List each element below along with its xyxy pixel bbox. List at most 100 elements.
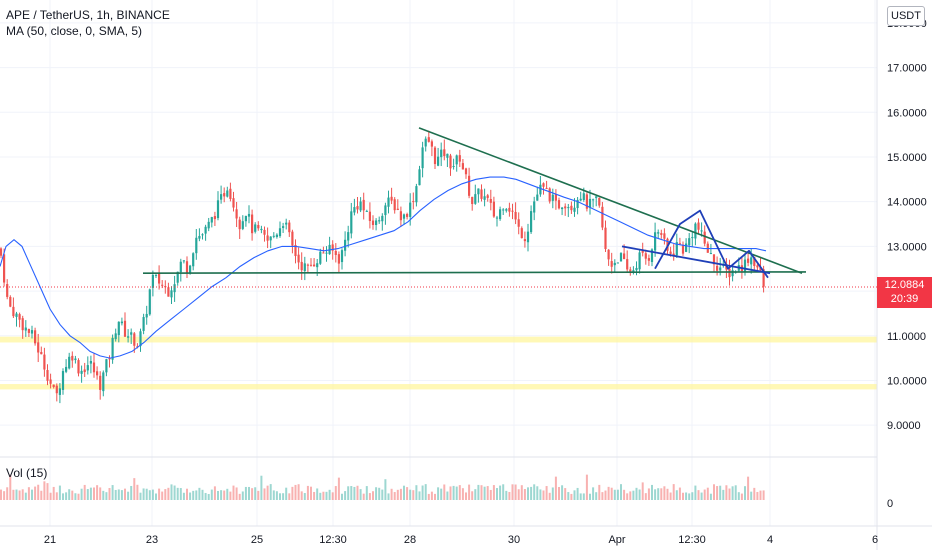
volume-bar (647, 488, 650, 500)
candle-body (433, 147, 437, 165)
volume-bar (440, 488, 443, 500)
volume-bar (58, 485, 61, 500)
time-tick-label: 30 (508, 534, 520, 546)
candle-body (55, 385, 58, 394)
volume-bar (403, 485, 405, 500)
price-tick-label: 17.0000 (887, 63, 927, 75)
volume-bar (303, 493, 306, 500)
candle-body (151, 274, 154, 288)
candle-body (204, 226, 207, 234)
volume-bar (471, 491, 474, 500)
volume-bar (461, 488, 464, 500)
volume-bar (365, 486, 368, 500)
candle-body (449, 155, 452, 169)
volume-bar (260, 475, 263, 500)
volume-bar (310, 486, 312, 500)
candle-body (130, 332, 133, 335)
candle-body (362, 199, 365, 211)
volume-bar (585, 474, 588, 500)
volume-bar (288, 493, 291, 500)
volume-bar (409, 489, 412, 500)
volume-bar (89, 487, 92, 500)
candle-body (747, 258, 750, 263)
volume-bar (427, 493, 430, 500)
candle-body (347, 232, 350, 241)
candle-body (626, 259, 629, 270)
candle-body (108, 358, 111, 360)
candle-body (3, 254, 6, 283)
volume-bar (536, 486, 539, 500)
candle-body (607, 249, 610, 260)
volume-bar (505, 490, 508, 500)
ma-legend[interactable]: MA (50, close, 0, SMA, 5) (6, 24, 143, 38)
volume-bar (368, 493, 371, 500)
candle-body (182, 260, 185, 262)
candle-body (635, 267, 638, 271)
candle-body (452, 166, 455, 168)
volume-bar (46, 483, 49, 500)
candle-body (148, 289, 151, 315)
candle-body (474, 194, 477, 204)
trend-drawings (142, 127, 807, 279)
price-scale[interactable]: 9.000010.000011.000012.000013.000014.000… (887, 18, 927, 510)
time-scale[interactable]: 21 23 25 12:30 28 30 Apr 12:30 4 6 (44, 534, 878, 546)
volume-legend[interactable]: Vol (15) (6, 466, 48, 480)
candle-body (331, 244, 334, 251)
time-tick-label: 28 (404, 534, 416, 546)
volume-bar (18, 490, 21, 500)
time-tick-label: 12:30 (319, 534, 347, 546)
candle-body (595, 196, 598, 199)
volume-bar (424, 484, 427, 500)
candle-body (623, 253, 626, 260)
candle-body (21, 318, 24, 331)
candle-body (526, 231, 530, 243)
volume-bar (117, 489, 120, 500)
volume-bar (685, 492, 688, 500)
volume-bar (334, 486, 337, 500)
candle-body (139, 331, 142, 347)
volume-bar (217, 490, 219, 500)
candle-body (195, 237, 198, 254)
candle-body (244, 215, 247, 222)
price-tick-label: 10.0000 (887, 375, 927, 387)
symbol-legend[interactable]: APE / TetherUS, 1h, BINANCE (6, 8, 170, 22)
volume-bar (666, 488, 669, 500)
candle-body (337, 254, 340, 264)
candle-body (272, 235, 275, 237)
volume-bar (399, 488, 402, 500)
candle-body (89, 361, 92, 364)
volume-bar (65, 492, 68, 500)
volume-bar (229, 491, 232, 500)
candle-body (176, 271, 179, 283)
volume-bar (254, 487, 257, 500)
candle-body (170, 290, 173, 298)
candlesticks (0, 130, 765, 404)
volume-bar (251, 488, 254, 500)
candle-body (123, 320, 127, 337)
candle-body (40, 352, 43, 355)
volume-bar (381, 489, 384, 500)
volume-bar (151, 489, 154, 500)
price-tick-label: 16.0000 (887, 107, 927, 119)
candle-body (213, 216, 216, 220)
candle-body (688, 238, 691, 246)
volume-bar (502, 484, 505, 500)
candle-body (27, 329, 30, 333)
candle-body (650, 249, 654, 262)
volume-bar (341, 493, 343, 500)
candle-body (762, 269, 765, 287)
candle-body (480, 189, 483, 199)
candle-body (316, 263, 319, 268)
candle-body (536, 194, 539, 201)
volume-bar (133, 478, 136, 500)
candle-body (421, 147, 424, 169)
volume-bar (3, 491, 6, 500)
volume-bar (610, 487, 613, 500)
volume-bar (257, 490, 260, 500)
volume-bar (672, 484, 675, 500)
currency-unit-button[interactable]: USDT (887, 6, 925, 26)
volume-bar (316, 488, 319, 500)
volume-bars (0, 474, 765, 500)
volume-bar (719, 485, 722, 500)
